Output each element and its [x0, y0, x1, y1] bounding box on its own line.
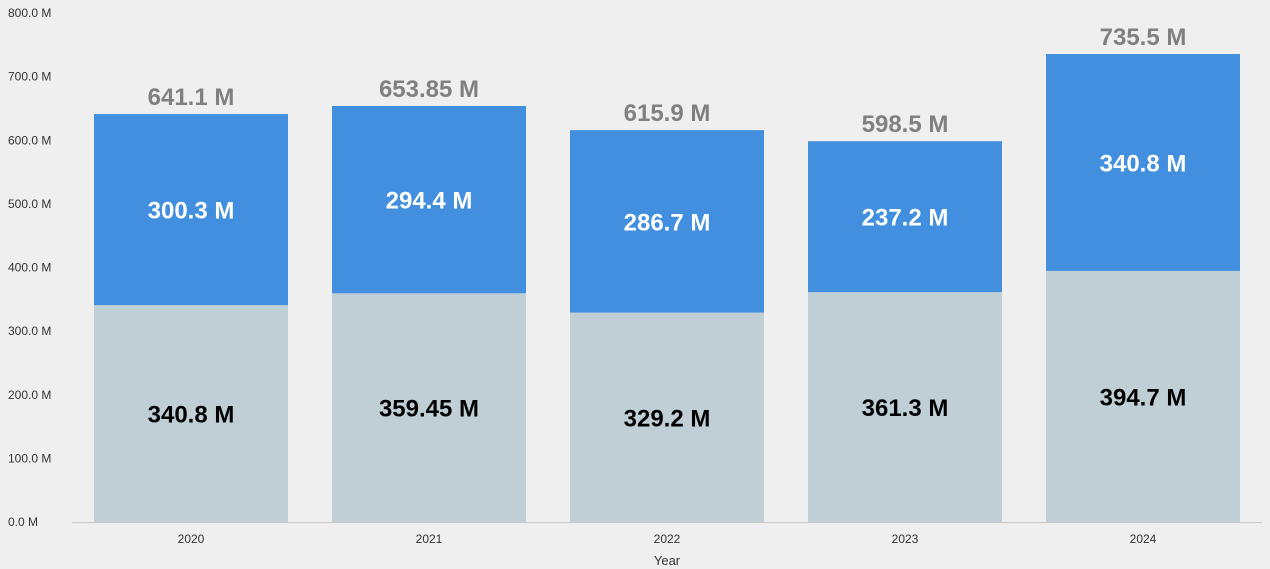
bars: 340.8 M 300.3 M 641.1 M 359.45 M 294.4 M 653.…	[94, 24, 1240, 522]
x-tick-label: 2024	[1130, 532, 1157, 546]
bar-segment-2021-lower	[332, 293, 526, 522]
data-label-2021-upper: 294.4 M	[386, 188, 473, 215]
bar-segment-2022-lower	[570, 312, 764, 522]
x-tick-label: 2022	[654, 532, 681, 546]
data-label-2023-lower: 361.3 M	[862, 395, 949, 422]
y-tick-label: 100.0 M	[8, 451, 51, 465]
bar-segment-2020-lower	[94, 305, 288, 522]
y-tick-label: 600.0 M	[8, 133, 51, 147]
y-tick-label: 500.0 M	[8, 197, 51, 211]
bar-segment-2023-upper	[808, 141, 1002, 293]
data-label-2021-lower: 359.45 M	[379, 396, 479, 423]
x-tick-label: 2021	[416, 532, 443, 546]
total-label-2020: 641.1 M	[148, 84, 235, 111]
bar-segment-2024-upper	[1046, 54, 1240, 271]
total-label-2022: 615.9 M	[624, 100, 711, 127]
y-tick-label: 800.0 M	[8, 6, 51, 20]
y-axis: 0.0 M 100.0 M 200.0 M 300.0 M 400.0 M 500.0 M…	[8, 6, 51, 529]
total-label-2024: 735.5 M	[1100, 24, 1187, 51]
y-tick-label: 200.0 M	[8, 388, 51, 402]
total-label-2021: 653.85 M	[379, 76, 479, 103]
x-axis: 2020 2021 2022 2023 2024	[72, 522, 1262, 546]
bar-segment-2022-upper	[570, 130, 764, 313]
data-label-2022-upper: 286.7 M	[624, 209, 711, 236]
bar-segment-2023-lower	[808, 292, 1002, 522]
x-axis-title: Year	[654, 553, 681, 568]
data-label-2020-upper: 300.3 M	[148, 198, 235, 225]
x-tick-label: 2023	[892, 532, 919, 546]
data-label-2023-upper: 237.2 M	[862, 205, 949, 232]
data-label-2024-upper: 340.8 M	[1100, 150, 1187, 177]
y-tick-label: 400.0 M	[8, 261, 51, 275]
y-tick-label: 300.0 M	[8, 324, 51, 338]
y-tick-label: 700.0 M	[8, 70, 51, 84]
bar-segment-2024-lower	[1046, 270, 1240, 522]
data-label-2020-lower: 340.8 M	[148, 402, 235, 429]
x-tick-label: 2020	[178, 532, 205, 546]
bar-segment-2021-upper	[332, 105, 526, 294]
y-tick-label: 0.0 M	[8, 515, 38, 529]
bar-segment-2020-upper	[94, 114, 288, 306]
data-label-2022-lower: 329.2 M	[624, 405, 711, 432]
total-label-2023: 598.5 M	[862, 111, 949, 138]
data-label-2024-lower: 394.7 M	[1100, 384, 1187, 411]
